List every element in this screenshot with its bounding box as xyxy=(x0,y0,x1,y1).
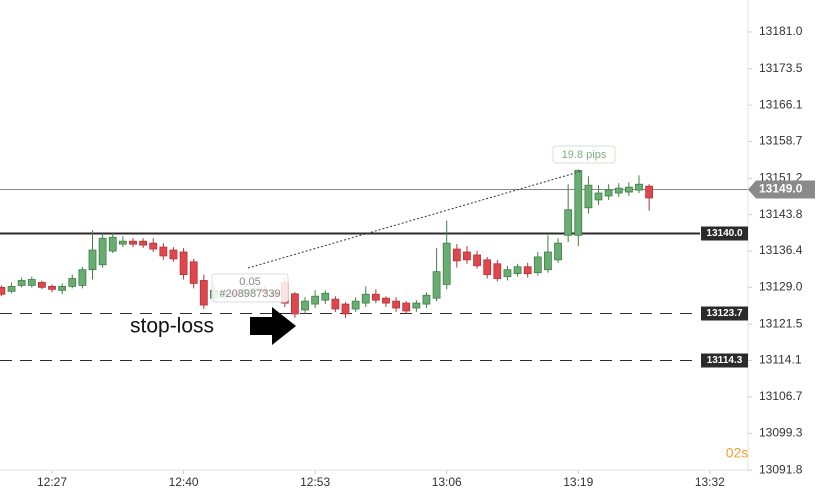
candle-body xyxy=(149,242,158,250)
candle-body xyxy=(523,266,532,275)
y-tick-label: 13173.5 xyxy=(759,61,803,75)
candle-body xyxy=(493,263,502,279)
price-tag-label: 13140.0 xyxy=(706,228,743,239)
price-tag xyxy=(748,180,815,199)
measure-line xyxy=(247,170,583,269)
stop-loss-label: stop-loss xyxy=(130,315,214,338)
candle-body xyxy=(199,280,208,306)
candle-body xyxy=(432,271,441,299)
price-tag-label: 13114.3 xyxy=(707,355,743,366)
candle-body xyxy=(301,300,309,311)
y-tick-label: 13181.0 xyxy=(759,24,803,38)
y-tick-label: 13166.1 xyxy=(759,97,803,111)
candle-body xyxy=(574,170,583,236)
y-tick-label: 13114.1 xyxy=(759,353,802,367)
candle-body xyxy=(17,280,26,286)
candle-body xyxy=(422,294,431,305)
candle-body xyxy=(473,254,481,267)
measure-box xyxy=(552,145,616,164)
timer: 02s xyxy=(726,445,749,461)
y-tick-label: 13099.3 xyxy=(759,425,803,439)
candle-body xyxy=(98,237,107,266)
candle-body xyxy=(463,251,471,261)
candle-body xyxy=(554,242,562,261)
candle-body xyxy=(351,300,360,310)
candle-body xyxy=(179,251,188,275)
y-tick-label: 13136.4 xyxy=(759,243,803,257)
price-tag-label: 13149.0 xyxy=(759,182,803,196)
candle-body xyxy=(68,278,77,287)
y-tick-label: 13091.8 xyxy=(759,462,803,476)
y-tick-label: 13143.8 xyxy=(759,207,803,221)
candle-body xyxy=(341,303,350,315)
x-tick-label: 12:40 xyxy=(169,475,199,489)
price-tag xyxy=(701,353,748,368)
candle-body xyxy=(452,248,461,262)
candle-body xyxy=(291,293,299,315)
candle-body xyxy=(604,189,613,197)
candle-body xyxy=(483,259,492,275)
y-tick-label: 13106.7 xyxy=(759,389,803,403)
candle-body xyxy=(0,286,6,295)
candle-body xyxy=(321,292,330,301)
candle-body xyxy=(108,236,117,252)
candle-body xyxy=(382,297,390,304)
candle-body xyxy=(58,285,67,291)
candle-body xyxy=(624,186,633,193)
measure-label: 19.8 pips xyxy=(562,149,607,161)
candle-body xyxy=(513,266,522,275)
candle-body xyxy=(48,285,56,290)
candle-body xyxy=(88,249,97,271)
order-box xyxy=(211,273,289,303)
order-size: 0.05 xyxy=(239,276,260,288)
y-tick-label: 13158.7 xyxy=(759,134,803,148)
candle-body xyxy=(442,242,451,285)
candle-body xyxy=(503,269,512,277)
candle-body xyxy=(37,282,46,288)
candle-body xyxy=(27,279,36,286)
candle-body xyxy=(7,285,16,292)
candle-body xyxy=(129,240,137,245)
candle-body xyxy=(189,261,198,284)
candle-body xyxy=(594,192,603,201)
price-tag xyxy=(701,226,748,241)
y-tick-label: 13129.0 xyxy=(759,280,803,294)
candle-body xyxy=(635,183,643,191)
candle-body xyxy=(392,300,401,309)
price-tag-label: 13123.7 xyxy=(706,308,743,319)
candle-body xyxy=(311,295,320,305)
candle-body xyxy=(614,187,623,194)
y-tick-label: 13121.5 xyxy=(759,316,803,330)
candle-body xyxy=(533,256,542,274)
candle-body xyxy=(331,298,340,310)
candle-body xyxy=(544,251,552,271)
candle-body xyxy=(118,240,127,245)
candle-body xyxy=(584,184,593,209)
x-tick-label: 13:19 xyxy=(563,475,593,489)
price-tag xyxy=(701,306,748,321)
candle-body xyxy=(78,269,87,286)
x-tick-label: 12:53 xyxy=(300,475,330,489)
candle-body xyxy=(412,302,421,309)
candle-body xyxy=(139,240,148,246)
x-tick-label: 13:06 xyxy=(432,475,462,489)
candle-body xyxy=(361,293,370,304)
candle-body xyxy=(159,246,168,257)
x-tick-label: 12:27 xyxy=(37,475,67,489)
candle-body xyxy=(371,293,380,301)
candle-body xyxy=(564,209,573,236)
arrow xyxy=(250,307,296,345)
x-tick-label: 13:32 xyxy=(695,475,725,489)
order-id: #208987339 xyxy=(219,288,280,300)
candle-body xyxy=(169,249,178,260)
candle-body xyxy=(402,302,411,312)
candle-body xyxy=(645,185,654,199)
